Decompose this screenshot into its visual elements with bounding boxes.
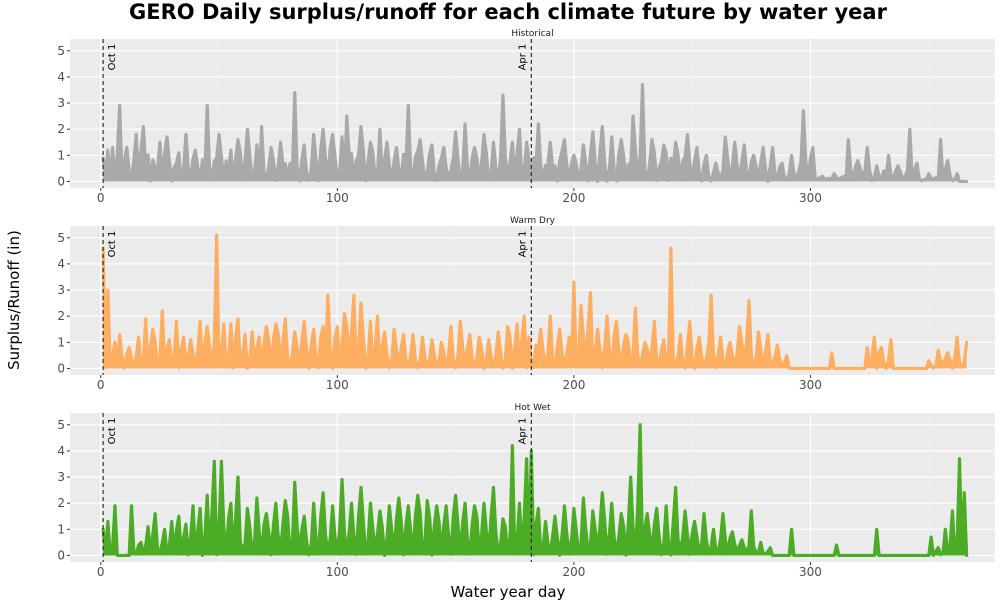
panel-historical: Historical 0 1 2 3 4 5 0 100 200 300 Oct 1 Apr 1 [57,27,995,205]
x-tick-label: 200 [562,565,585,579]
y-tick-label: 0 [57,361,65,375]
strip-background [70,27,995,39]
reference-line-label: Oct 1 [107,44,118,71]
y-axis-title: Surplus/Runoff (in) [5,230,23,370]
y-tick-label: 3 [57,96,65,110]
strip-label: Historical [511,29,553,39]
y-tick-label: 5 [57,231,65,245]
y-tick-label: 2 [57,496,65,510]
series-line [101,233,969,371]
y-tick-label: 5 [57,418,65,432]
x-tick-label: 300 [799,565,822,579]
x-tick-label: 200 [562,378,585,392]
reference-line-label: Apr 1 [517,44,528,71]
y-tick-label: 4 [57,257,65,271]
chart-title: GERO Daily surplus/runoff for each clima… [129,0,888,24]
panel-warm-dry: Warm Dry 0 1 2 3 4 5 0 100 200 300 Oct 1 Apr 1 [57,214,995,392]
reference-line-label: Apr 1 [517,418,528,445]
y-tick-label: 3 [57,283,65,297]
y-tick-label: 4 [57,444,65,458]
y-tick-label: 1 [57,148,65,162]
strip-label: Warm Dry [510,216,556,226]
y-tick-label: 3 [57,470,65,484]
x-tick-label: 300 [799,191,822,205]
strip-label: Hot Wet [514,403,551,413]
y-tick-label: 0 [57,548,65,562]
reference-line-label: Apr 1 [517,231,528,258]
reference-line-label: Oct 1 [107,231,118,258]
y-tick-label: 2 [57,309,65,323]
y-tick-label: 0 [57,174,65,188]
reference-line-label: Oct 1 [107,418,118,445]
y-tick-label: 4 [57,70,65,84]
x-axis-title: Water year day [451,583,566,600]
strip-background [70,214,995,226]
x-tick-label: 100 [326,191,349,205]
y-tick-label: 1 [57,335,65,349]
series-line [101,423,969,558]
series-line [101,83,969,184]
x-tick-label: 0 [97,565,105,579]
y-tick-label: 2 [57,122,65,136]
panel-hot-wet: Hot Wet 0 1 2 3 4 5 0 100 200 300 Oct 1 Apr 1 [57,401,995,579]
x-tick-label: 200 [562,191,585,205]
strip-background [70,401,995,413]
x-tick-label: 0 [97,191,105,205]
x-tick-label: 100 [326,565,349,579]
x-tick-label: 100 [326,378,349,392]
y-tick-label: 5 [57,44,65,58]
x-tick-label: 300 [799,378,822,392]
y-tick-label: 1 [57,522,65,536]
x-tick-label: 0 [97,378,105,392]
